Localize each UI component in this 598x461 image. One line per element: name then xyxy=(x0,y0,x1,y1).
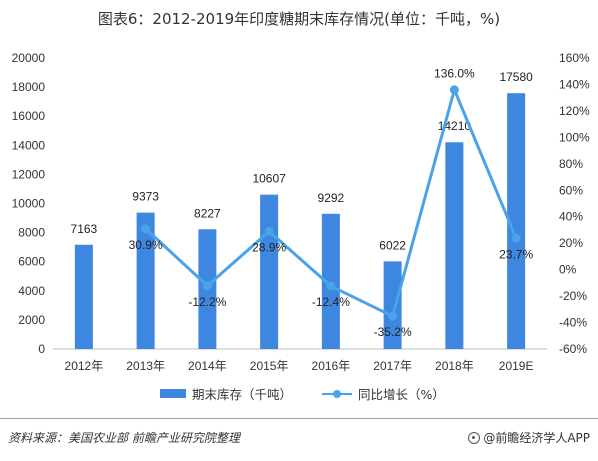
growth-value-label: 23.7% xyxy=(499,247,533,261)
y-left-tick-label: 10000 xyxy=(12,197,46,211)
x-tick-label: 2017年 xyxy=(373,359,412,373)
growth-value-label: 30.9% xyxy=(129,238,163,252)
bar-value-label: 6022 xyxy=(379,238,406,252)
bar-value-label: 9292 xyxy=(318,191,345,205)
legend-bar-swatch xyxy=(160,389,186,398)
y-left-tick-label: 2000 xyxy=(18,313,45,327)
footer: 资料来源：美国农业部 前瞻产业研究院整理 @前瞻经济学人APP xyxy=(0,418,598,461)
y-right-tick-label: -40% xyxy=(559,316,587,330)
brand-credit: @前瞻经济学人APP xyxy=(468,429,590,446)
bar xyxy=(507,93,526,349)
bar xyxy=(260,194,279,349)
y-right-tick-label: 60% xyxy=(559,183,583,197)
x-tick-label: 2016年 xyxy=(312,359,351,373)
growth-value-label: -12.2% xyxy=(188,295,226,309)
growth-point xyxy=(511,233,521,243)
y-right-tick-label: 160% xyxy=(559,51,590,65)
growth-value-label: -12.4% xyxy=(312,295,350,309)
legend-label-inventory: 期末库存（千吨） xyxy=(192,387,293,402)
y-left-tick-label: 12000 xyxy=(12,167,46,181)
bar xyxy=(136,212,155,349)
y-left-tick-label: 0 xyxy=(38,342,45,356)
y-right-tick-label: 20% xyxy=(559,236,583,250)
legend-line-swatch xyxy=(322,389,352,399)
growth-point xyxy=(388,311,398,321)
x-tick-label: 2019E xyxy=(499,359,534,373)
chart-title: 图表6：2012-2019年印度糖期末库存情况(单位：千吨，%) xyxy=(97,10,501,28)
y-right-tick-label: 40% xyxy=(559,210,583,224)
x-tick-label: 2015年 xyxy=(250,359,289,373)
bar-value-label: 7163 xyxy=(71,222,98,236)
legend-label-growth: 同比增长（%） xyxy=(358,387,445,402)
x-tick-label: 2013年 xyxy=(126,359,165,373)
bar-value-label: 9373 xyxy=(132,190,159,204)
chart-plot: 0 2000 4000 6000 8000 10000 12000 14000 16000 180… xyxy=(12,51,590,373)
growth-point xyxy=(141,224,151,234)
brand-logo-icon xyxy=(468,431,481,444)
bar xyxy=(74,244,93,349)
y-left-tick-label: 20000 xyxy=(12,51,46,65)
source-note: 资料来源：美国农业部 前瞻产业研究院整理 xyxy=(8,431,240,445)
y-left-tick-label: 4000 xyxy=(18,284,45,298)
y-left-tick-label: 18000 xyxy=(12,80,46,94)
bar-value-label: 17580 xyxy=(499,70,533,84)
y-left-tick-label: 14000 xyxy=(12,138,46,152)
y-right-tick-label: 120% xyxy=(559,104,590,118)
growth-point xyxy=(264,226,274,236)
y-right-tick-label: 0% xyxy=(559,263,577,277)
bar xyxy=(445,142,464,349)
y-left-tick-label: 8000 xyxy=(18,226,45,240)
y-left-tick-label: 6000 xyxy=(18,255,45,269)
growth-value-label: 136.0% xyxy=(434,67,475,81)
y-right-tick-label: -20% xyxy=(559,289,587,303)
y-right-tick-label: 100% xyxy=(559,130,590,144)
bar xyxy=(383,261,402,349)
y-left-tick-label: 16000 xyxy=(12,109,46,123)
growth-point xyxy=(449,85,459,95)
y-right-tick-label: 80% xyxy=(559,157,583,171)
growth-point xyxy=(326,281,336,291)
y-right-tick-label: 140% xyxy=(559,77,590,91)
growth-value-label: 28.9% xyxy=(252,240,286,254)
bar xyxy=(321,213,340,349)
bar-value-label: 8227 xyxy=(194,206,221,220)
x-tick-label: 2012年 xyxy=(65,359,104,373)
bar-value-label: 10607 xyxy=(252,172,286,186)
legend-item-inventory[interactable]: 期末库存（千吨） xyxy=(160,384,292,403)
brand-text: @前瞻经济学人APP xyxy=(483,431,590,445)
growth-value-label: -35.2% xyxy=(374,325,412,339)
legend-item-growth[interactable]: 同比增长（%） xyxy=(322,384,445,403)
x-tick-label: 2014年 xyxy=(188,359,227,373)
y-right-tick-label: -60% xyxy=(559,342,587,356)
chart-legend: 期末库存（千吨） 同比增长（%） xyxy=(0,384,598,406)
growth-point xyxy=(202,281,212,291)
x-tick-label: 2018年 xyxy=(435,359,474,373)
